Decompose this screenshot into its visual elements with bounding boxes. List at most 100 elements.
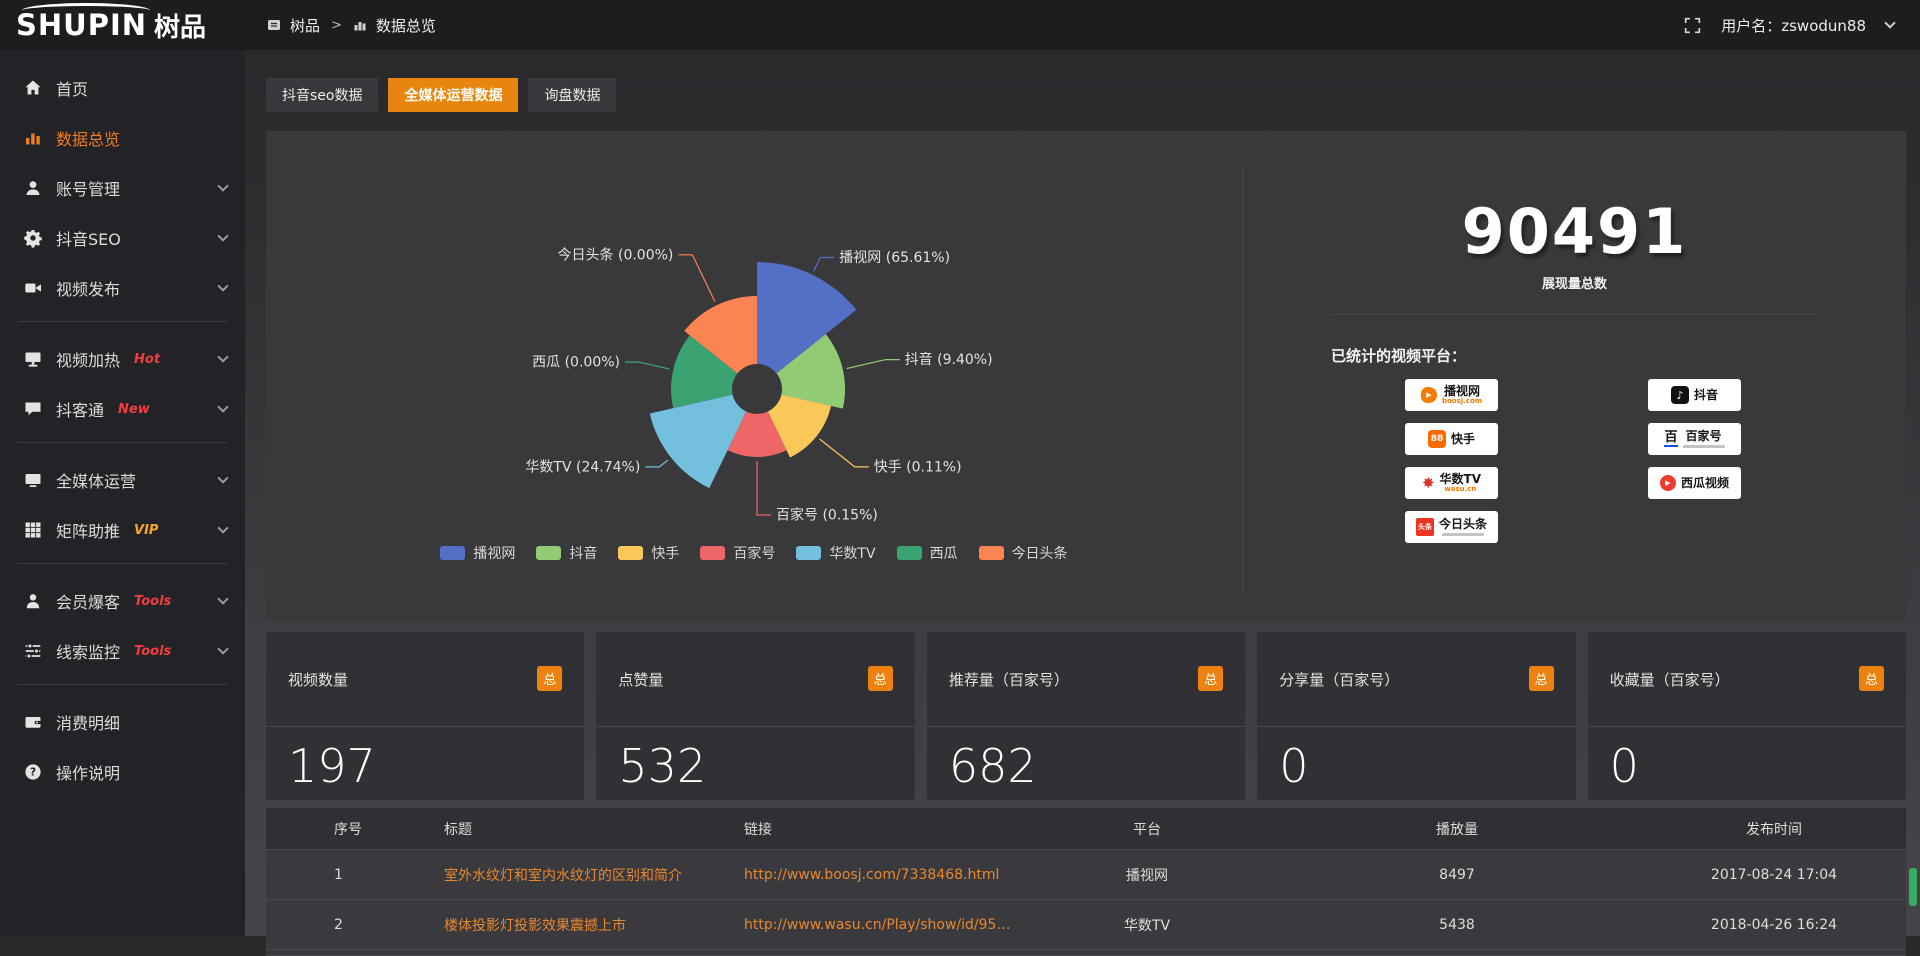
legend-item-2[interactable]: 快手 — [618, 543, 679, 563]
stat-card-title: 视频数量 — [288, 666, 348, 690]
fullscreen-icon[interactable] — [1684, 17, 1701, 34]
legend-item-6[interactable]: 今日头条 — [979, 543, 1068, 563]
stat-card-title: 点赞量 — [618, 666, 663, 690]
platform-name: 抖音 — [1694, 389, 1718, 402]
legend-label: 华数TV — [829, 543, 875, 563]
logo-suffix: 树品 — [154, 7, 206, 44]
legend-swatch — [536, 546, 561, 560]
monitor-icon — [23, 349, 43, 369]
sidebar-item-label: 矩阵助推 — [56, 518, 120, 542]
sidebar-item-tag: VIP — [134, 523, 158, 538]
total-badge[interactable]: 总 — [868, 666, 893, 691]
legend-item-4[interactable]: 华数TV — [796, 543, 875, 563]
sidebar-item-3-gear[interactable]: 抖音SEO — [0, 213, 245, 263]
legend-swatch — [897, 546, 922, 560]
cell-url-link[interactable]: http://www.wasu.cn/Play/show/id/952... — [732, 917, 1022, 933]
home-icon — [23, 78, 43, 98]
summary-divider — [1331, 314, 1819, 315]
pie-label-0: 播视网 (65.61%) — [839, 250, 950, 266]
sidebar-item-label: 操作说明 — [56, 760, 120, 784]
legend-swatch — [700, 546, 725, 560]
user-menu-chevron-icon[interactable] — [1884, 17, 1895, 28]
stat-card-header: 收藏量（百家号） 总 — [1588, 632, 1906, 727]
cell-url-link[interactable]: http://www.boosj.com/7338468.html — [732, 867, 1022, 883]
sidebar-item-label: 视频发布 — [56, 276, 120, 300]
platform-sub: wasu.cn — [1444, 486, 1476, 493]
platform-tagline-bar — [1442, 533, 1484, 536]
stat-card-title: 收藏量（百家号） — [1610, 666, 1730, 690]
person-icon — [23, 591, 43, 611]
pie-label-1: 抖音 (9.40%) — [905, 351, 993, 368]
sidebar-item-4-video[interactable]: 视频发布 — [0, 263, 245, 313]
cell-time: 2017-08-24 17:04 — [1642, 867, 1906, 883]
legend-swatch — [618, 546, 643, 560]
legend-item-3[interactable]: 百家号 — [700, 543, 775, 563]
pie-label-line-2 — [820, 439, 869, 467]
legend-swatch — [979, 546, 1004, 560]
legend-item-1[interactable]: 抖音 — [536, 543, 597, 563]
platform-sub: boosj.com — [1442, 398, 1482, 405]
sidebar-item-8-grid[interactable]: 矩阵助推 VIP — [0, 505, 245, 555]
platform-name: 西瓜视频 — [1681, 477, 1729, 490]
sidebar-item-1-chart[interactable]: 数据总览 — [0, 113, 245, 163]
stat-card-value: 682 — [927, 727, 1245, 806]
sidebar-item-0-home[interactable]: 首页 — [0, 63, 245, 113]
pie-slice-4[interactable] — [650, 395, 746, 489]
screen-icon — [23, 470, 43, 490]
legend-item-5[interactable]: 西瓜 — [897, 543, 958, 563]
tab-0[interactable]: 抖音seo数据 — [266, 78, 378, 112]
stat-card-header: 推荐量（百家号）总 — [927, 632, 1245, 727]
tab-2[interactable]: 询盘数据 — [528, 78, 616, 112]
total-badge[interactable]: 总 — [537, 666, 562, 691]
sidebar-item-label: 会员爆客 — [56, 589, 120, 613]
breadcrumb-root-icon — [267, 18, 281, 32]
overview-panel: 播视网 (65.61%)抖音 (9.40%)快手 (0.11%)百家号 (0.1… — [266, 131, 1906, 620]
total-badge[interactable]: 总 — [1859, 666, 1884, 691]
column-header-5: 发布时间 — [1642, 819, 1906, 839]
breadcrumb-current[interactable]: 数据总览 — [376, 15, 436, 36]
legend-label: 百家号 — [733, 543, 775, 563]
sidebar-item-label: 抖客通 — [56, 397, 104, 421]
breadcrumb: 树品 > 数据总览 — [267, 15, 436, 36]
chevron-down-icon — [217, 643, 228, 654]
legend-label: 西瓜 — [930, 543, 958, 563]
total-badge[interactable]: 总 — [1529, 666, 1554, 691]
table-row-partial — [266, 950, 1906, 956]
cell-title-link[interactable]: 室外水纹灯和室内水纹灯的区别和简介 — [432, 865, 732, 885]
chevron-down-icon — [217, 472, 228, 483]
sidebar-item-2-user[interactable]: 账号管理 — [0, 163, 245, 213]
toutiao-logo-icon: 头条 — [1416, 518, 1434, 536]
scrollbar-thumb[interactable] — [1909, 868, 1917, 906]
cell-title-link[interactable]: 楼体投影灯投影效果震撼上市 — [432, 915, 732, 935]
tab-1[interactable]: 全媒体运营数据 — [388, 78, 518, 112]
total-badge[interactable]: 总 — [1198, 666, 1223, 691]
platform-name: 百家号 — [1685, 430, 1721, 443]
sidebar-item-11-wallet[interactable]: 消费明细 — [0, 697, 245, 747]
data-tabs: 抖音seo数据全媒体运营数据询盘数据 — [266, 78, 1906, 112]
stat-card-value: 0 — [1257, 727, 1575, 806]
username-label[interactable]: 用户名：zswodun88 — [1721, 15, 1866, 36]
column-header-1: 标题 — [432, 819, 732, 839]
user-icon — [23, 178, 43, 198]
sidebar-item-7-screen[interactable]: 全媒体运营 — [0, 455, 245, 505]
legend-item-0[interactable]: 播视网 — [440, 543, 515, 563]
pie-label-line-6 — [678, 255, 715, 302]
stat-card-value: 0 — [1588, 727, 1906, 806]
breadcrumb-root[interactable]: 树品 — [290, 15, 320, 36]
impressions-total-value: 90491 — [1243, 201, 1906, 263]
pie-label-2: 快手 (0.11%) — [874, 459, 962, 475]
sidebar-item-12-help[interactable]: ?操作说明 — [0, 747, 245, 797]
sidebar-divider — [18, 321, 227, 322]
